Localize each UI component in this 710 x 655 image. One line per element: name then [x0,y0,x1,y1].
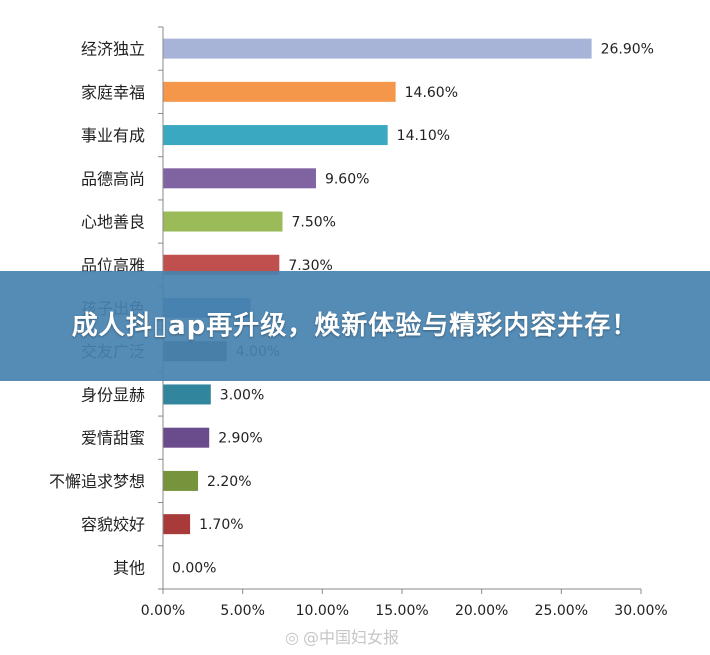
x-tick-label: 30.00% [614,603,667,619]
value-label: 14.60% [405,85,458,101]
bar [163,514,191,535]
category-label: 爱情甜蜜 [81,429,145,448]
value-label: 1.70% [199,517,243,533]
title-banner: 成人抖▯ap再升级，焕新体验与精彩内容并存！ [0,271,710,381]
category-label: 家庭幸福 [81,83,145,102]
value-label: 7.50% [292,215,336,231]
banner-title: 成人抖▯ap再升级，焕新体验与精彩内容并存！ [71,311,639,341]
category-label: 容貌姣好 [81,515,145,534]
bar [163,384,211,405]
bar [163,38,592,59]
category-label: 事业有成 [81,126,145,145]
bar [163,168,316,189]
value-label: 2.20% [207,474,251,490]
bar [163,125,388,146]
x-tick-label: 15.00% [375,603,428,619]
value-label: 7.30% [288,258,332,274]
bar [163,211,283,232]
bar [163,427,210,448]
value-label: 9.60% [325,171,369,187]
value-label: 0.00% [172,560,216,576]
x-tick-label: 20.00% [455,603,508,619]
value-label: 14.10% [397,128,450,144]
bar [163,81,396,102]
weibo-icon: ◎ [285,628,299,647]
x-tick-label: 25.00% [535,603,588,619]
x-tick-label: 10.00% [296,603,349,619]
category-label: 其他 [113,558,145,577]
watermark-text: @中国妇女报 [302,628,399,647]
x-tick-label: 5.00% [220,603,264,619]
category-label: 不懈追求梦想 [49,472,145,491]
category-label: 心地善良 [81,213,145,232]
bar [163,470,199,491]
category-label: 身份显赫 [81,385,145,404]
value-label: 2.90% [218,431,262,447]
category-label: 经济独立 [81,40,145,59]
category-label: 品位高雅 [81,256,145,275]
watermark: ◎ @中国妇女报 [285,624,399,648]
bar [163,254,280,275]
x-tick-label: 0.00% [141,603,185,619]
value-label: 3.00% [220,387,264,403]
category-label: 品德高尚 [81,169,145,188]
value-label: 26.90% [601,42,654,58]
